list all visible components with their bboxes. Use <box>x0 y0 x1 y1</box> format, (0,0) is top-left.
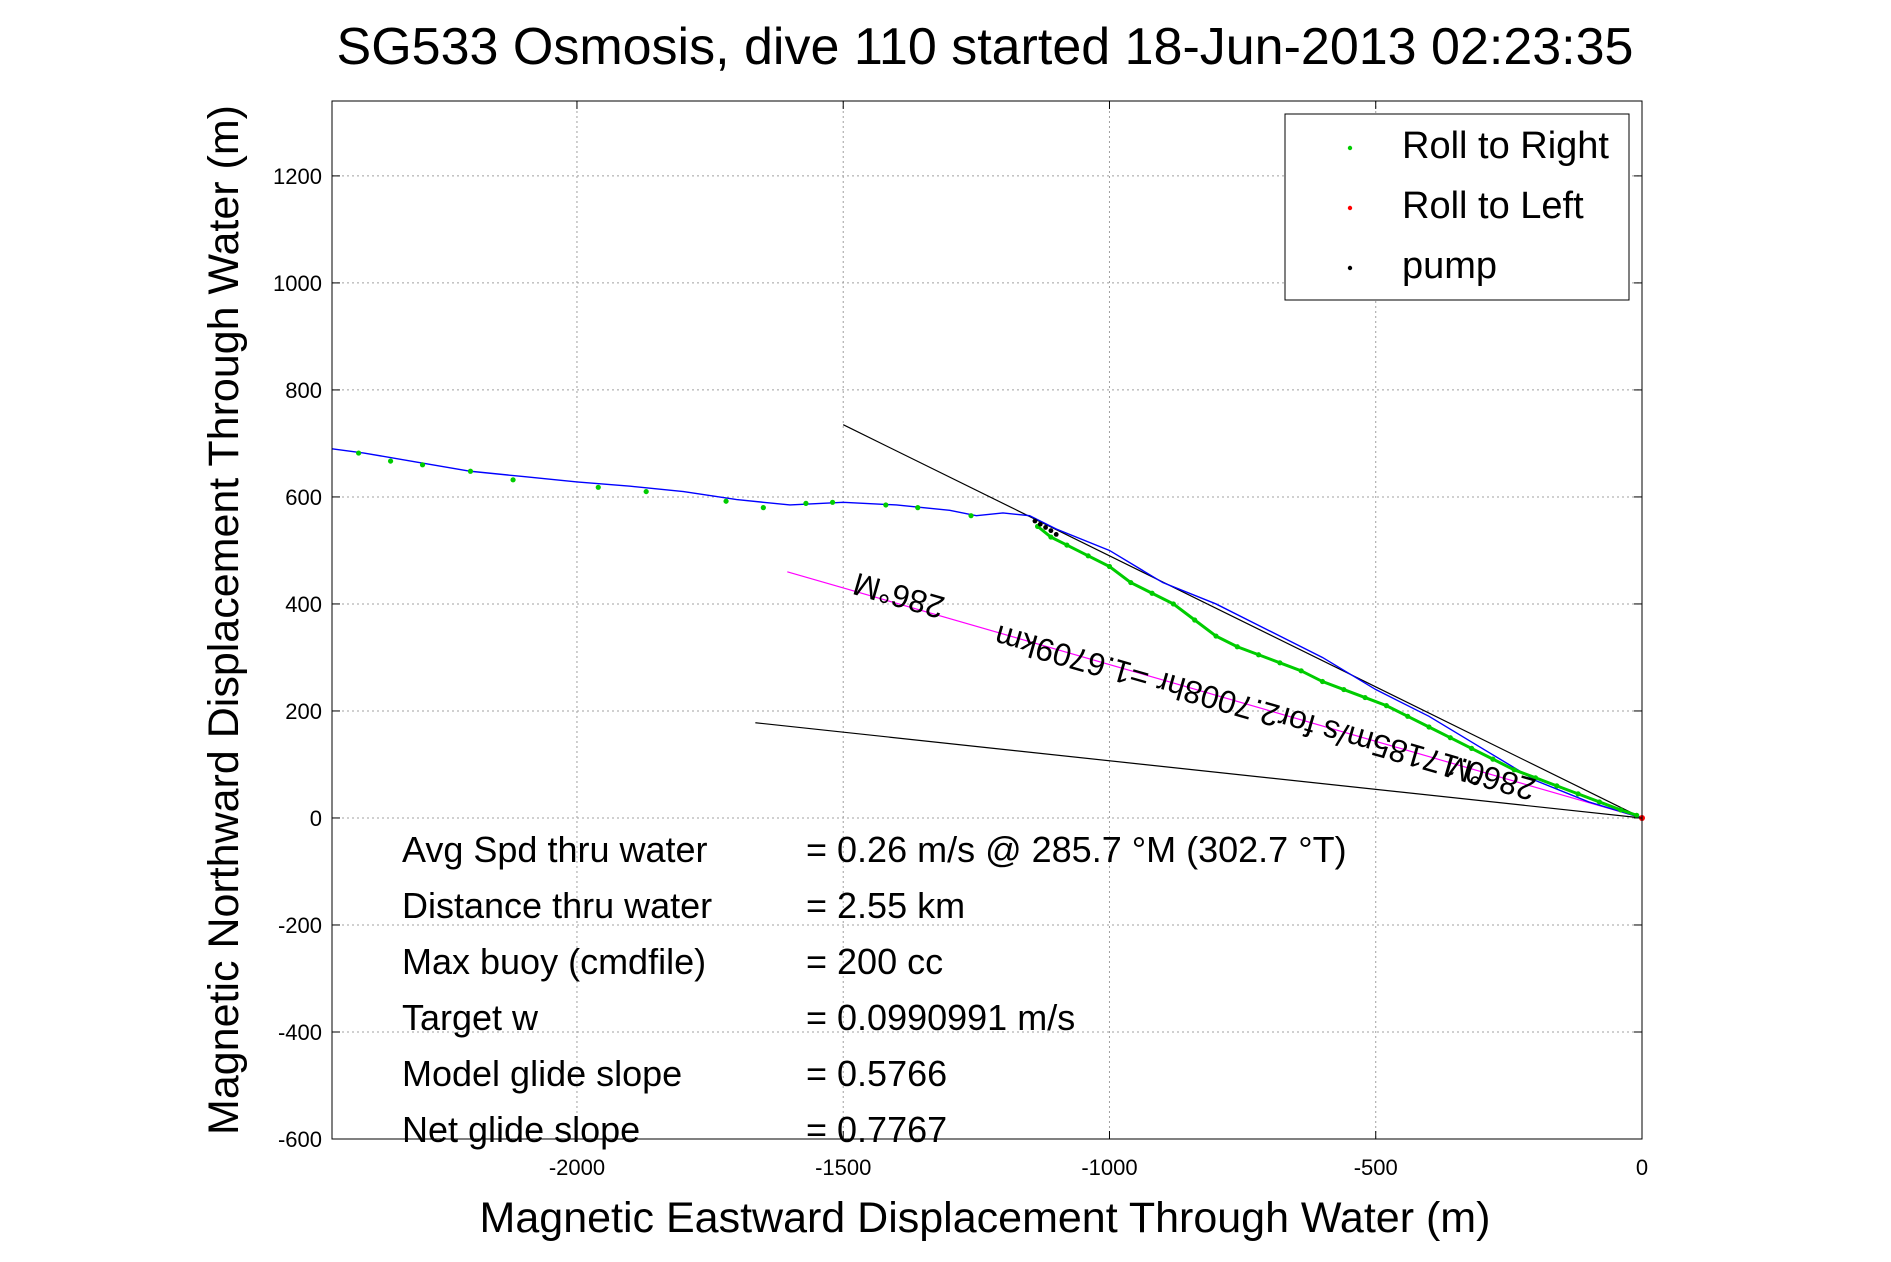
stat-value: = 2.55 km <box>806 885 965 926</box>
roll-right-segment <box>1036 525 1638 817</box>
legend-marker <box>1347 265 1353 271</box>
stat-value: = 0.5766 <box>806 1053 947 1094</box>
legend-label: Roll to Right <box>1402 125 1609 167</box>
stat-value: = 0.7767 <box>806 1109 947 1150</box>
roll-right-point <box>760 505 766 511</box>
plot-frame <box>331 100 1643 1140</box>
roll-right-point <box>883 502 889 508</box>
pump-point <box>1048 528 1054 534</box>
stats-block: Avg Spd thru water = 0.26 m/s @ 285.7 °M … <box>402 829 1347 1150</box>
stat-label: Model glide slope <box>402 1053 682 1094</box>
roll-right-point <box>968 513 974 519</box>
pump-point <box>1037 521 1043 527</box>
chart-title: SG533 Osmosis, dive 110 started 18-Jun-2… <box>337 18 1634 76</box>
x-axis-label: Magnetic Eastward Displacement Through W… <box>480 1194 1491 1242</box>
legend-box <box>1284 113 1630 301</box>
x-tick-label: -2000 <box>549 1155 605 1180</box>
stat-value: = 0.0990991 m/s <box>806 997 1075 1038</box>
roll-right-point <box>643 488 649 495</box>
y-tick-label: 600 <box>285 485 322 510</box>
y-tick-label: -600 <box>278 1127 322 1152</box>
track-line <box>331 448 1643 819</box>
legend-label: Roll to Left <box>1402 185 1584 227</box>
y-axis-label: Magnetic Northward Displacement Through … <box>200 105 248 1135</box>
y-tick-label: 400 <box>285 592 322 617</box>
legend-marker <box>1347 205 1353 211</box>
pump-point <box>1043 525 1048 530</box>
stat-label: Target w <box>402 997 539 1038</box>
x-tick-label: 0 <box>1636 1155 1648 1180</box>
y-tick-label: -200 <box>278 913 322 938</box>
reference-line-1 <box>755 722 1643 819</box>
reference-line-0 <box>842 424 1643 819</box>
roll-right-point <box>356 450 362 456</box>
y-tick-label: 200 <box>285 699 322 724</box>
stat-label: Avg Spd thru water <box>402 829 708 870</box>
x-tick-label: -500 <box>1354 1155 1398 1180</box>
stat-label: Net glide slope <box>402 1109 640 1150</box>
axis-ticks: -2000 -1500 -1000 -500 0-600-400-20002004006… <box>273 101 1648 1180</box>
roll-right-point <box>387 458 394 464</box>
legend-marker <box>1347 145 1353 151</box>
stat-value: = 200 cc <box>806 941 943 982</box>
x-tick-label: -1000 <box>1081 1155 1137 1180</box>
y-tick-label: 0 <box>310 806 322 831</box>
roll-right-point <box>595 484 601 490</box>
roll-right-point <box>510 477 516 483</box>
series-layer <box>331 424 1645 821</box>
y-tick-label: 1000 <box>273 271 322 296</box>
x-tick-label: -1500 <box>815 1155 871 1180</box>
legend: Roll to Right Roll to Left pump <box>1284 113 1630 301</box>
roll-right-point <box>723 498 729 504</box>
roll-right-point <box>467 468 474 474</box>
pump-point <box>1032 518 1038 524</box>
y-tick-label: 800 <box>285 378 322 403</box>
stat-value: = 0.26 m/s @ 285.7 °M (302.7 °T) <box>806 829 1347 870</box>
stat-label: Distance thru water <box>402 885 712 926</box>
legend-label: pump <box>1402 245 1497 287</box>
stat-label: Max buoy (cmdfile) <box>402 941 706 982</box>
y-tick-label: -400 <box>278 1020 322 1045</box>
roll-right-point <box>419 462 426 468</box>
pump-point <box>1053 531 1059 537</box>
y-tick-label: 1200 <box>273 164 322 189</box>
roll-right-point <box>829 499 836 505</box>
roll-right-point <box>803 500 809 506</box>
roll-right-point <box>915 505 921 511</box>
reference-line-2 <box>787 571 1643 819</box>
